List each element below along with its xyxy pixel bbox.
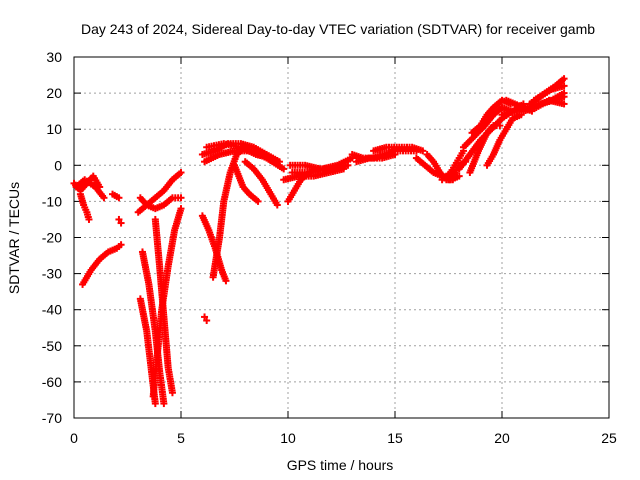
data-point <box>85 215 93 223</box>
data-point <box>391 150 399 158</box>
data-point <box>419 147 427 155</box>
data-point <box>560 75 568 83</box>
y-tick-label: -60 <box>42 374 62 390</box>
y-tick-label: -50 <box>42 338 62 354</box>
y-tick-label: -40 <box>42 302 62 318</box>
chart-title: Day 243 of 2024, Sidereal Day-to-day VTE… <box>81 21 595 37</box>
data-point <box>340 165 348 173</box>
data-point <box>560 100 568 108</box>
y-tick-label: 30 <box>46 49 62 65</box>
data-point <box>117 219 125 227</box>
y-tick-label: 20 <box>46 85 62 101</box>
data-point <box>100 194 108 202</box>
data-point <box>273 201 281 209</box>
y-axis-label: SDTVAR / TECUs <box>6 182 22 294</box>
y-tick-label: -30 <box>42 266 62 282</box>
x-tick-label: 15 <box>387 430 403 446</box>
x-axis-label: GPS time / hours <box>287 457 394 473</box>
x-tick-label: 5 <box>177 430 185 446</box>
data-point <box>177 205 185 213</box>
data-point <box>177 169 185 177</box>
data-point <box>115 215 123 223</box>
data-point <box>201 313 209 321</box>
x-tick-label: 20 <box>494 430 510 446</box>
x-tick-label: 0 <box>70 430 78 446</box>
axis-ticks: 0 5 10 15 20 25 30 20 10 0 -10 -20 -30 -40 -50 -60 -70 <box>42 49 617 446</box>
data-point <box>560 89 568 97</box>
data-point <box>254 197 262 205</box>
data-point <box>177 194 185 202</box>
x-tick-label: 10 <box>280 430 296 446</box>
data-point <box>455 172 463 180</box>
data-point <box>115 194 123 202</box>
data-point <box>280 165 288 173</box>
data-point <box>560 82 568 90</box>
y-tick-label: -70 <box>42 410 62 426</box>
data-points <box>70 75 568 408</box>
data-point <box>160 400 168 408</box>
data-point <box>168 389 176 397</box>
y-tick-label: -10 <box>42 193 62 209</box>
y-tick-label: 10 <box>46 121 62 137</box>
grid-lines <box>74 57 609 418</box>
data-point <box>203 317 211 325</box>
data-point <box>222 277 230 285</box>
y-tick-label: 0 <box>54 157 62 173</box>
x-tick-label: 25 <box>601 430 617 446</box>
data-point <box>496 122 504 130</box>
data-point <box>151 400 159 408</box>
y-tick-label: -20 <box>42 230 62 246</box>
data-point <box>117 241 125 249</box>
